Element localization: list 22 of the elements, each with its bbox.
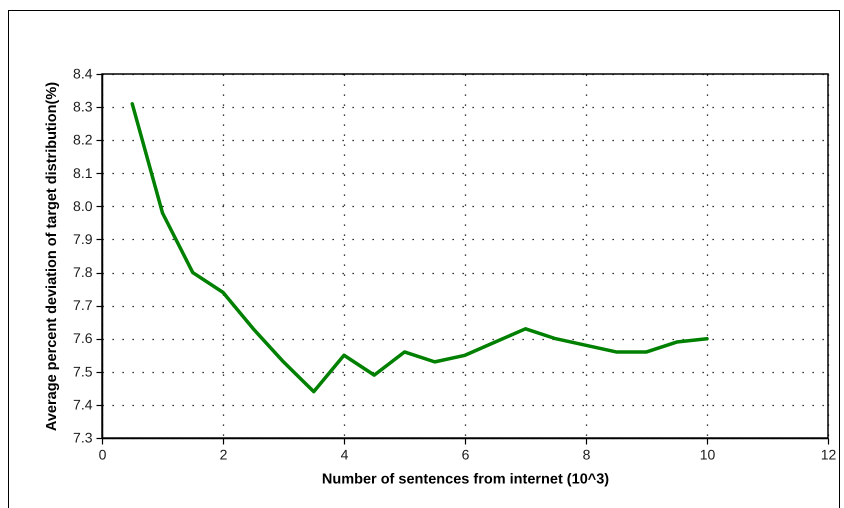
line-series (130, 102, 709, 394)
y-axis-title: Average percent deviation of target distribution(%) (44, 82, 60, 432)
y-tick-label: 7.3 (73, 430, 93, 446)
y-tick-label: 8.2 (73, 132, 93, 148)
x-tick-label: 2 (220, 446, 228, 462)
y-tick-label: 7.4 (73, 396, 93, 412)
y-tick-label: 7.5 (73, 363, 93, 380)
y-tick-label: 7.6 (73, 330, 93, 346)
x-tick-label: 12 (820, 446, 836, 462)
y-tick-label: 8.1 (73, 164, 93, 181)
x-tick-label: 8 (582, 446, 591, 462)
y-tick-label: 7.9 (73, 230, 93, 247)
y-tick-label: 7.8 (73, 264, 93, 280)
x-tick-label: 10 (700, 446, 716, 462)
x-tick-label: 4 (340, 446, 349, 462)
y-tick-label: 8.0 (73, 198, 93, 214)
y-tick-label: 8.3 (73, 98, 93, 115)
y-tick-label: 7.7 (73, 297, 93, 314)
x-axis-title: Number of sentences from internet (10^3) (322, 472, 610, 488)
x-tick-label: 0 (98, 446, 107, 462)
x-tick-label: 6 (462, 446, 470, 462)
y-tick-label: 8.4 (73, 66, 93, 82)
